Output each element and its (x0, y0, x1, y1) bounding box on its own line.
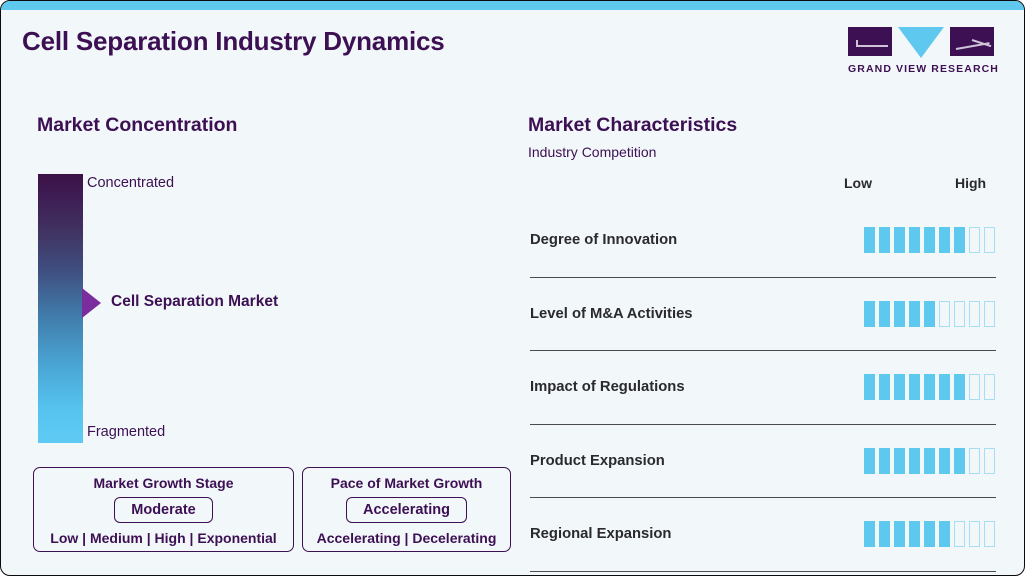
scale-label-fragmented: Fragmented (87, 424, 166, 440)
characteristic-row: Regional Expansion (530, 497, 996, 572)
meter-tick-filled (894, 227, 905, 254)
characteristic-meter (864, 521, 995, 548)
meter-tick-filled (909, 300, 920, 327)
meter-tick-empty (969, 227, 980, 254)
meter-tick-filled (864, 300, 875, 327)
market-characteristics-list: Degree of Innovation Level of M&A Activit… (530, 204, 996, 572)
characteristic-label: Impact of Regulations (530, 379, 685, 396)
meter-tick-filled (879, 300, 890, 327)
meter-tick-filled (909, 521, 920, 548)
meter-tick-filled (909, 227, 920, 254)
meter-tick-empty (969, 447, 980, 474)
meter-tick-filled (894, 300, 905, 327)
meter-tick-empty (984, 227, 995, 254)
characteristic-label: Level of M&A Activities (530, 305, 693, 322)
meter-tick-filled (924, 300, 935, 327)
meter-tick-filled (864, 447, 875, 474)
meter-tick-filled (894, 374, 905, 401)
meter-tick-filled (939, 227, 950, 254)
meter-tick-filled (879, 521, 890, 548)
market-position-label: Cell Separation Market (111, 293, 279, 311)
meter-tick-empty (969, 300, 980, 327)
meter-tick-empty (939, 300, 950, 327)
logo-wordmark: GRAND VIEW RESEARCH (848, 63, 999, 75)
meter-tick-empty (984, 521, 995, 548)
market-characteristics-heading: Market Characteristics (528, 114, 738, 136)
meter-tick-filled (924, 447, 935, 474)
meter-tick-empty (954, 300, 965, 327)
pace-of-market-growth-title: Pace of Market Growth (330, 475, 483, 491)
characteristic-row: Level of M&A Activities (530, 276, 996, 351)
meter-tick-filled (879, 447, 890, 474)
meter-tick-filled (864, 374, 875, 401)
meter-tick-empty (984, 447, 995, 474)
meter-tick-filled (909, 374, 920, 401)
characteristic-row: Degree of Innovation (530, 204, 996, 277)
meter-tick-empty (969, 374, 980, 401)
scale-label-concentrated: Concentrated (87, 175, 175, 191)
meter-tick-filled (924, 521, 935, 548)
meter-tick-filled (954, 374, 965, 401)
grand-view-research-logo: GRAND VIEW RESEARCH (848, 27, 999, 75)
logo-left-block-icon (848, 27, 892, 56)
meter-tick-filled (864, 227, 875, 254)
top-accent-bar (1, 1, 1024, 10)
meter-tick-filled (939, 521, 950, 548)
market-growth-stage-title: Market Growth Stage (93, 475, 234, 491)
characteristic-meter (864, 300, 995, 327)
market-growth-stage-box: Market Growth Stage Moderate Low | Mediu… (33, 467, 294, 552)
characteristic-row: Product Expansion (530, 423, 996, 498)
meter-tick-empty (984, 374, 995, 401)
meter-tick-filled (924, 374, 935, 401)
concentration-gradient-scale (38, 174, 83, 443)
characteristic-row: Impact of Regulations (530, 350, 996, 424)
characteristic-meter (864, 374, 995, 401)
meter-tick-empty (954, 521, 965, 548)
meter-tick-filled (894, 521, 905, 548)
meter-tick-filled (879, 227, 890, 254)
pace-of-market-growth-value: Accelerating (345, 497, 468, 524)
meter-axis-low-label: Low (844, 175, 872, 191)
meter-tick-filled (894, 447, 905, 474)
meter-tick-filled (939, 374, 950, 401)
characteristic-meter (864, 447, 995, 474)
characteristic-label: Degree of Innovation (530, 232, 678, 249)
logo-left-line (856, 45, 888, 47)
logo-right-block-icon (950, 27, 994, 56)
logo-left-tick (856, 40, 858, 46)
characteristic-label: Product Expansion (530, 452, 665, 469)
meter-tick-empty (984, 300, 995, 327)
meter-tick-filled (939, 447, 950, 474)
logo-triangle-icon (898, 27, 944, 58)
meter-tick-filled (879, 374, 890, 401)
page-title: Cell Separation Industry Dynamics (22, 26, 445, 56)
characteristic-meter (864, 227, 995, 254)
meter-tick-filled (924, 227, 935, 254)
market-growth-stage-options: Low | Medium | High | Exponential (50, 530, 277, 547)
market-growth-stage-value: Moderate (114, 497, 213, 524)
meter-tick-filled (909, 447, 920, 474)
market-characteristics-subheading: Industry Competition (528, 144, 657, 160)
logo-marks (848, 27, 994, 58)
meter-tick-filled (954, 227, 965, 254)
meter-tick-filled (864, 521, 875, 548)
meter-tick-empty (969, 521, 980, 548)
market-concentration-heading: Market Concentration (37, 114, 238, 136)
meter-tick-filled (954, 447, 965, 474)
market-position-marker-icon (82, 288, 101, 319)
pace-of-market-growth-box: Pace of Market Growth Accelerating Accel… (302, 467, 511, 552)
characteristic-label: Regional Expansion (530, 526, 672, 543)
pace-of-market-growth-options: Accelerating | Decelerating (316, 530, 497, 547)
meter-axis-high-label: High (955, 175, 987, 191)
